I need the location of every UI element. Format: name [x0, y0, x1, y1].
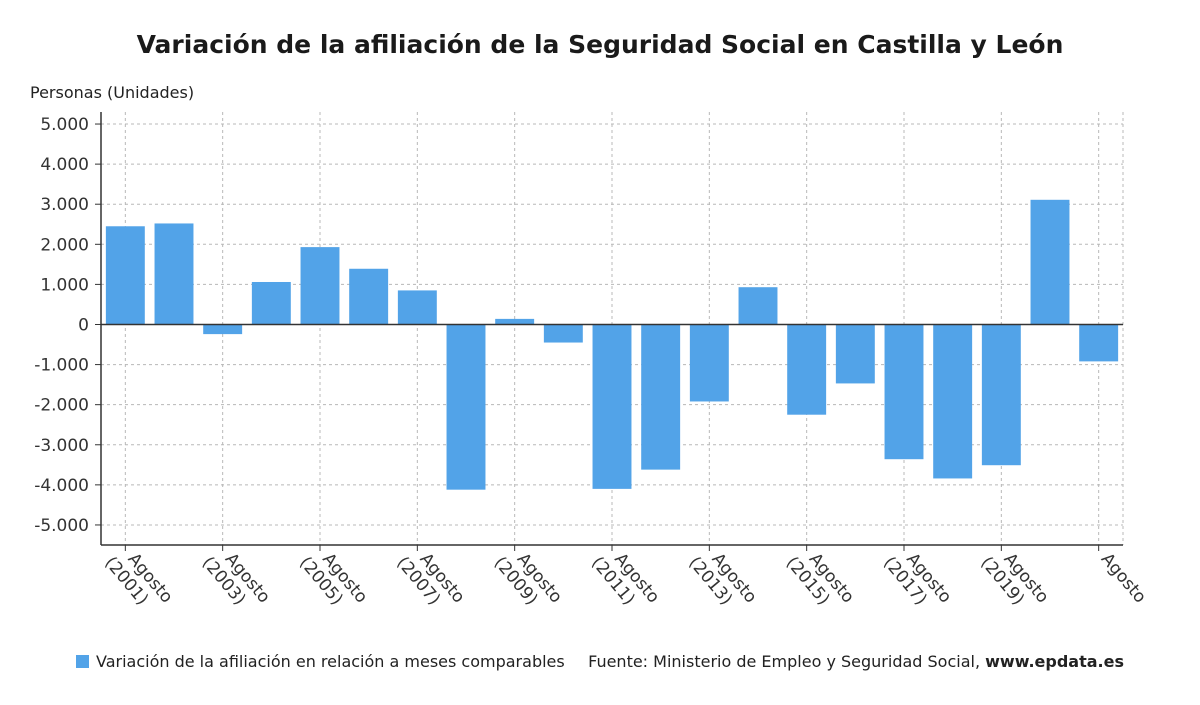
x-tick-label-line: Agosto [1097, 549, 1150, 607]
y-axis-label: Personas (Unidades) [30, 83, 195, 102]
legend: Variación de la afiliación en relación a… [76, 652, 565, 671]
y-tick-label: 1.000 [40, 275, 89, 295]
bar [300, 247, 340, 325]
bar [251, 281, 291, 325]
x-tick-label: Agosto(2015) [782, 540, 858, 620]
x-tick-label: Agosto(2001) [100, 540, 176, 620]
x-tick-label: Agosto(2009) [490, 540, 566, 620]
legend-swatch [76, 655, 89, 668]
x-tick-label: Agosto(2003) [198, 540, 274, 620]
y-tick-label: -3.000 [34, 436, 89, 456]
bar [592, 324, 632, 489]
x-tick-label: Agosto(2011) [587, 540, 663, 620]
y-tick-label: -5.000 [34, 516, 89, 536]
bar [981, 324, 1021, 466]
bar [349, 268, 389, 325]
y-tick-label: 2.000 [40, 235, 89, 255]
bar [884, 324, 924, 460]
x-tick-label: Agosto(2017) [879, 540, 955, 620]
x-tick-label: Agosto(2013) [684, 540, 760, 620]
source-note: Fuente: Ministerio de Empleo y Seguridad… [588, 652, 1124, 671]
y-tick-label: -1.000 [34, 356, 89, 376]
bar [397, 290, 437, 325]
bar [203, 324, 243, 335]
bar [1079, 324, 1119, 362]
chart-title: Variación de la afiliación de la Segurid… [136, 30, 1064, 59]
source-site: www.epdata.es [985, 652, 1124, 671]
bar [446, 324, 486, 490]
bar [641, 324, 681, 470]
bar [105, 226, 145, 325]
bar [738, 287, 778, 325]
source-text: Fuente: Ministerio de Empleo y Seguridad… [588, 652, 986, 671]
bar [933, 324, 973, 479]
y-tick-label: 4.000 [40, 155, 89, 175]
x-tick-label: Agosto(2007) [392, 540, 468, 620]
bar [835, 324, 875, 384]
x-tick-label: Agosto(2019) [976, 540, 1052, 620]
bar [689, 324, 729, 402]
x-tick-label: Agosto(2005) [295, 540, 371, 620]
bar [154, 223, 194, 325]
y-tick-label: 3.000 [40, 195, 89, 215]
bar [1030, 199, 1070, 325]
y-tick-label: -2.000 [34, 396, 89, 416]
bar [495, 318, 535, 325]
bar [787, 324, 827, 415]
y-tick-label: 5.000 [40, 115, 89, 135]
legend-label: Variación de la afiliación en relación a… [96, 652, 565, 671]
y-tick-label: -4.000 [34, 476, 89, 496]
y-tick-label: 0 [78, 315, 89, 335]
bar [543, 324, 583, 343]
x-tick-label: Agosto [1097, 549, 1150, 607]
